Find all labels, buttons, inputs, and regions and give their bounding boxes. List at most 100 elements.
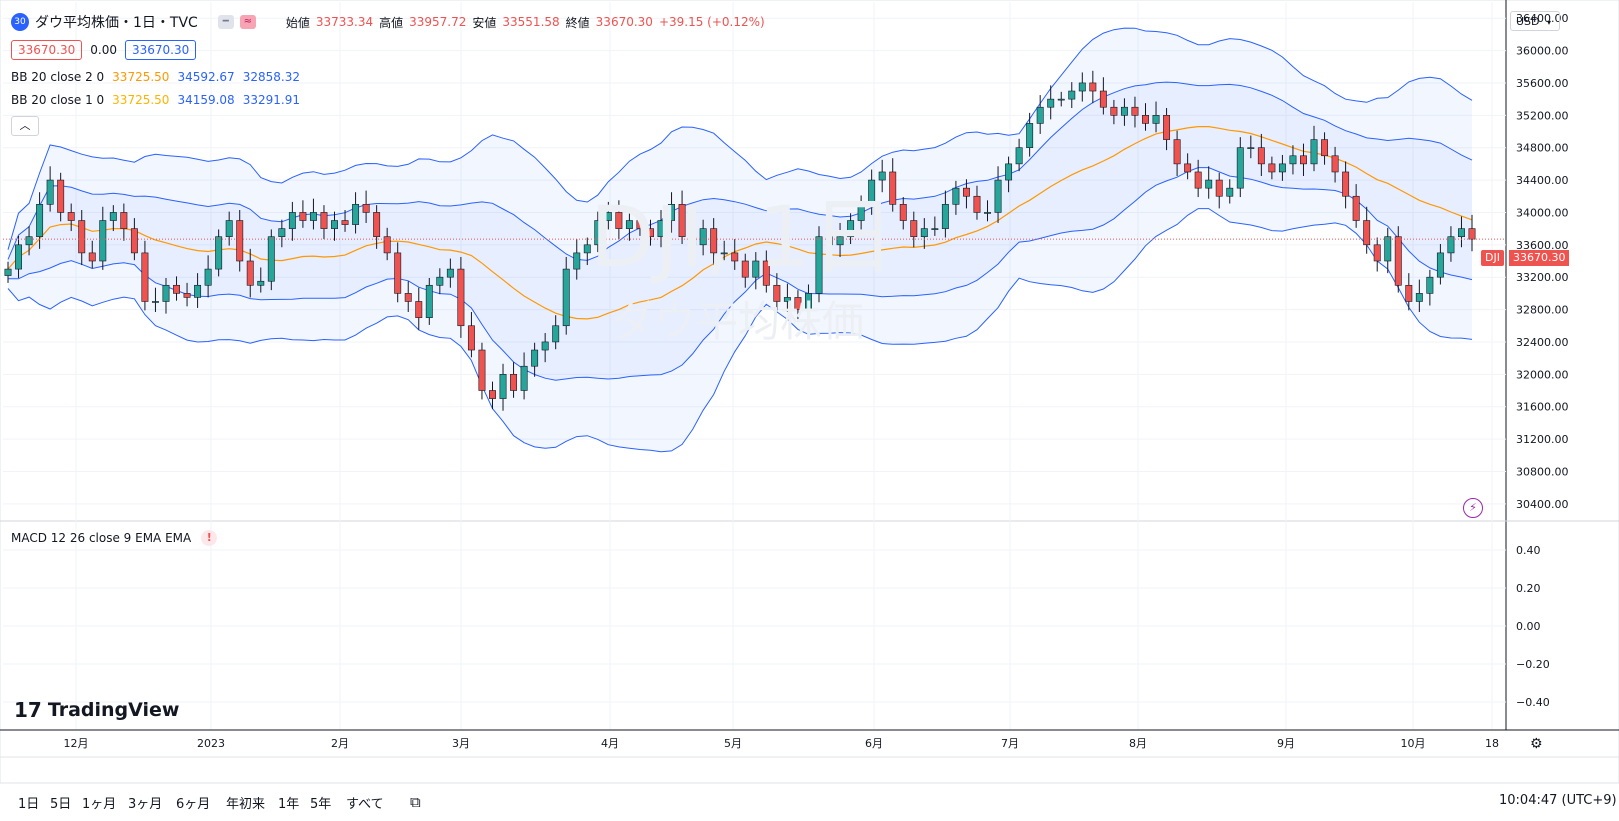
warning-icon[interactable]: ! — [201, 530, 218, 546]
candle — [1226, 179, 1234, 204]
candle — [1026, 112, 1034, 157]
range-1d[interactable]: 1日 — [18, 797, 40, 812]
macd-axis-label: 0.20 — [1516, 582, 1541, 595]
spread-value: 0.00 — [90, 43, 117, 57]
candle — [4, 261, 12, 283]
symbol-title[interactable]: ダウ平均株価・1日・TVC — [35, 15, 198, 31]
collapse-legend-button[interactable]: ︿ — [11, 116, 39, 136]
candle — [236, 210, 244, 272]
clock[interactable]: 10:04:47 (UTC+9) — [1499, 793, 1617, 808]
bb2-fill — [8, 28, 1472, 452]
range-6m[interactable]: 6ヶ月 — [176, 797, 211, 812]
candle — [878, 159, 886, 193]
candle — [1331, 146, 1339, 183]
macd-axis-label: −0.20 — [1516, 658, 1550, 671]
ohlc-change: +39.15 (+0.12%) — [658, 15, 765, 29]
candle — [773, 273, 781, 311]
candle — [836, 222, 844, 257]
sell-price-button[interactable]: 33670.30 — [11, 40, 83, 60]
buy-price-button[interactable]: 33670.30 — [124, 40, 197, 60]
chart-frame — [0, 0, 1619, 784]
range-ytd[interactable]: 年初来 — [226, 797, 266, 812]
macd-legend[interactable]: MACD 12 26 close 9 EMA EMA ! — [11, 530, 218, 546]
range-1m[interactable]: 1ヶ月 — [82, 797, 117, 812]
candle — [46, 166, 54, 212]
time-axis-label: 18 — [1485, 737, 1499, 750]
bb2-lower-line — [7, 208, 1473, 453]
candle — [1047, 85, 1055, 120]
range-all[interactable]: すべて — [346, 797, 384, 812]
candle — [1173, 130, 1181, 177]
indicator-bb2[interactable]: BB 20 close 2 0 33725.50 34592.67 32858.… — [11, 70, 300, 84]
watermark-name: ダウ平均株価 — [612, 297, 865, 346]
indicator-lower: 32858.32 — [242, 70, 300, 84]
price-axis-label: 32400.00 — [1516, 336, 1569, 349]
candle — [720, 240, 728, 261]
tradingview-logo[interactable]: 𝟭𝟳 TradingView — [14, 698, 179, 722]
tradingview-logo-icon: 𝟭𝟳 — [14, 698, 42, 722]
candle — [457, 256, 465, 338]
range-1y[interactable]: 1年 — [278, 797, 300, 812]
ohlc-low-value: 33551.58 — [502, 15, 560, 29]
candle — [583, 237, 591, 266]
candle — [1278, 154, 1286, 181]
candle — [952, 180, 960, 215]
candle — [1120, 98, 1128, 126]
price-axis-label: 34800.00 — [1516, 142, 1569, 155]
candle — [1447, 226, 1455, 262]
indicator-upper: 34159.08 — [177, 93, 235, 107]
candle — [962, 179, 970, 209]
candle — [257, 267, 265, 293]
candle — [288, 201, 296, 241]
candle — [436, 268, 444, 295]
candle — [920, 218, 928, 249]
lightning-icon[interactable]: ⚡ — [1463, 498, 1483, 518]
indicator-bb1[interactable]: BB 20 close 1 0 33725.50 34159.08 33291.… — [11, 93, 300, 107]
indicator-basis: 33725.50 — [112, 70, 170, 84]
candle — [67, 203, 75, 232]
candle — [162, 277, 170, 314]
price-axis-label: 36000.00 — [1516, 45, 1569, 58]
time-axis-label: 5月 — [724, 737, 742, 750]
range-3m[interactable]: 3ヶ月 — [128, 797, 163, 812]
candle — [151, 287, 159, 312]
price-axis-label: 30400.00 — [1516, 498, 1569, 511]
tradingview-logo-text: TradingView — [47, 699, 180, 721]
date-range-icon[interactable]: ⧉ — [410, 793, 421, 811]
candle — [1405, 273, 1413, 311]
candle — [847, 213, 855, 245]
time-axis-label: 2023 — [197, 737, 225, 750]
time-axis-label: 3月 — [452, 737, 470, 750]
gear-icon[interactable]: ⚙ — [1530, 736, 1543, 752]
candle — [594, 211, 602, 253]
candle — [1099, 77, 1107, 115]
candle — [1152, 101, 1160, 133]
candle — [341, 210, 349, 232]
price-axis-label: 34000.00 — [1516, 206, 1569, 219]
candle — [762, 250, 770, 293]
candle — [636, 213, 644, 236]
candle — [1078, 72, 1086, 102]
ohlc-low-label: 安値 — [472, 15, 497, 30]
candle — [1289, 145, 1297, 175]
candle — [1142, 103, 1149, 131]
range-5y[interactable]: 5年 — [310, 797, 332, 812]
compare-toggle-icon[interactable]: ━ — [217, 15, 234, 29]
candle — [783, 283, 791, 312]
candle — [604, 201, 612, 230]
indicator-toggle-icon[interactable]: ≈ — [239, 15, 256, 29]
candle — [320, 205, 328, 240]
currency-select[interactable]: USD ▾ — [1510, 11, 1560, 31]
range-5d[interactable]: 5日 — [50, 797, 72, 812]
price-boxes: 33670.30 0.00 33670.30 — [11, 40, 197, 60]
candle — [1089, 70, 1097, 104]
time-axis-label: 7月 — [1001, 737, 1019, 750]
bb1-fill — [8, 82, 1472, 381]
ohlc-close-value: 33670.30 — [595, 15, 653, 29]
candle — [510, 362, 518, 398]
candle — [446, 258, 454, 288]
macd-axis-label: −0.40 — [1516, 696, 1550, 709]
candle — [1215, 172, 1223, 209]
candle — [99, 206, 107, 270]
